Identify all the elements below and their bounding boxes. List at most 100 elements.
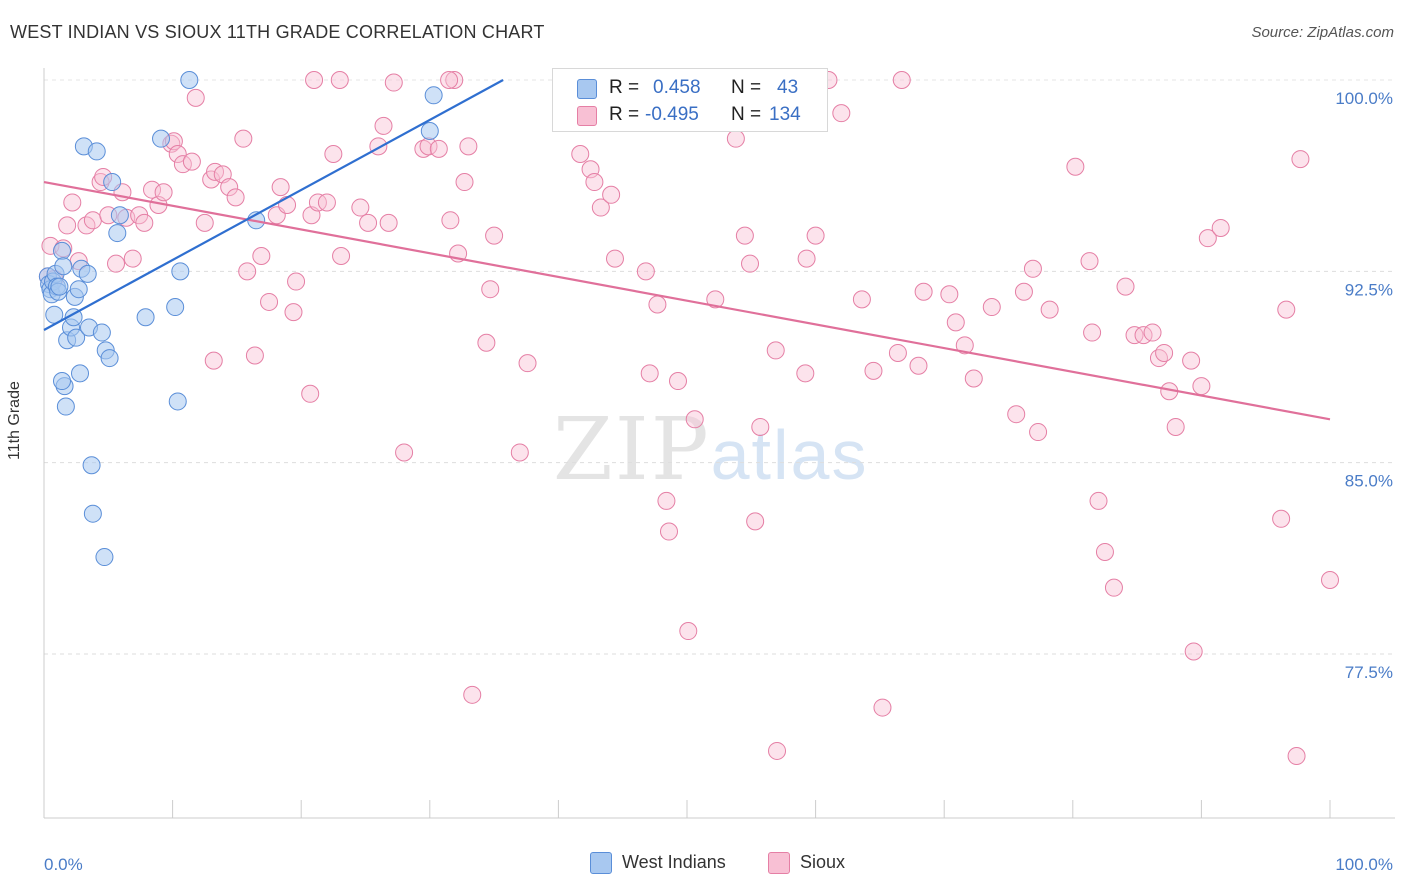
sioux-point bbox=[1104, 578, 1123, 597]
west-indian-point bbox=[100, 349, 119, 368]
sioux-point bbox=[143, 180, 162, 199]
west-indian-point bbox=[166, 298, 185, 317]
west-indian-point bbox=[180, 71, 199, 89]
sioux-point bbox=[332, 247, 351, 266]
y-tick-label: 92.5% bbox=[1345, 280, 1393, 299]
sioux-point bbox=[1149, 349, 1168, 368]
legend-n-label: N = bbox=[731, 104, 762, 125]
sioux-point bbox=[63, 193, 82, 212]
sioux-point bbox=[317, 193, 336, 212]
sioux-point bbox=[186, 88, 205, 107]
sioux-point bbox=[234, 129, 253, 148]
sioux-point bbox=[204, 351, 223, 370]
sioux-points bbox=[38, 71, 1339, 766]
legend-n-value: 43 bbox=[777, 77, 799, 98]
west-indian-point bbox=[54, 257, 73, 276]
sioux-point bbox=[330, 71, 349, 89]
sioux-point bbox=[441, 211, 460, 230]
sioux-point bbox=[359, 213, 378, 232]
west-indian-point bbox=[69, 280, 88, 299]
sioux-point bbox=[58, 216, 77, 235]
sioux-point bbox=[768, 741, 787, 760]
sioux-point bbox=[445, 71, 464, 89]
sioux-point bbox=[1184, 642, 1203, 661]
tick-labels: 77.5% 85.0% 92.5% 100.0% 0.0% 100.0% bbox=[44, 89, 1393, 874]
sioux-point bbox=[648, 295, 667, 314]
west-indian-trend-line bbox=[43, 79, 504, 331]
sioux-point bbox=[384, 73, 403, 92]
sioux-point bbox=[1007, 405, 1026, 424]
y-tick-label: 85.0% bbox=[1345, 472, 1393, 491]
sioux-point bbox=[657, 491, 676, 510]
sioux-point bbox=[964, 369, 983, 388]
sioux-point bbox=[195, 213, 214, 232]
west-indian-point bbox=[87, 142, 106, 161]
source-label: Source: ZipAtlas.com bbox=[1251, 24, 1394, 41]
west-indian-point bbox=[95, 548, 114, 567]
legend-r-value: 0.458 bbox=[653, 77, 701, 98]
sioux-point bbox=[518, 354, 537, 373]
sioux-point bbox=[429, 139, 448, 158]
sioux-point bbox=[374, 116, 393, 135]
sioux-point bbox=[135, 213, 154, 232]
legend-row-sioux: R = -0.495 N = 134 bbox=[553, 102, 827, 130]
west-indian-point bbox=[136, 308, 155, 327]
legend-r-label: R = bbox=[609, 104, 640, 125]
sioux-point bbox=[1287, 747, 1306, 766]
legend-swatch-west-indians bbox=[590, 852, 612, 874]
sioux-point bbox=[308, 193, 327, 212]
sioux-trend-line bbox=[43, 180, 1331, 421]
sioux-point bbox=[940, 285, 959, 304]
y-tick-label: 77.5% bbox=[1345, 663, 1393, 682]
west-indian-point bbox=[53, 372, 72, 391]
sioux-point bbox=[238, 262, 257, 281]
west-indian-point bbox=[420, 122, 439, 141]
sioux-point bbox=[1155, 343, 1174, 362]
west-indian-point bbox=[78, 264, 97, 283]
x-tick-label: 0.0% bbox=[44, 855, 83, 874]
sioux-point bbox=[1125, 326, 1144, 345]
legend-n-label: N = bbox=[731, 77, 762, 98]
west-indian-point bbox=[92, 323, 111, 342]
sioux-point bbox=[1089, 491, 1108, 510]
sioux-point bbox=[832, 104, 851, 123]
sioux-point bbox=[1143, 323, 1162, 342]
sioux-point bbox=[1080, 252, 1099, 271]
sioux-point bbox=[379, 213, 398, 232]
sioux-point bbox=[395, 443, 414, 462]
axes bbox=[43, 68, 1395, 819]
sioux-point bbox=[735, 226, 754, 245]
west-indian-point bbox=[53, 241, 72, 260]
sioux-point bbox=[914, 282, 933, 301]
west-indian-point bbox=[171, 262, 190, 281]
sioux-point bbox=[571, 144, 590, 163]
sioux-point bbox=[1095, 542, 1114, 561]
sioux-point bbox=[1166, 417, 1185, 436]
sioux-point bbox=[287, 272, 306, 291]
sioux-point bbox=[278, 196, 297, 215]
sioux-point bbox=[301, 384, 320, 403]
west-indian-point bbox=[152, 129, 171, 148]
sioux-point bbox=[271, 178, 290, 197]
legend-swatch-west-indians bbox=[577, 79, 597, 99]
sioux-point bbox=[1083, 323, 1102, 342]
sioux-point bbox=[485, 226, 504, 245]
sioux-point bbox=[1198, 229, 1217, 248]
legend-n-value: 134 bbox=[769, 104, 801, 125]
sioux-point bbox=[220, 178, 239, 197]
legend-label-sioux: Sioux bbox=[800, 852, 846, 872]
sioux-point bbox=[455, 173, 474, 192]
sioux-point bbox=[685, 410, 704, 429]
west-indian-point bbox=[110, 206, 129, 225]
sioux-point bbox=[982, 298, 1001, 317]
sioux-point bbox=[873, 698, 892, 717]
sioux-point bbox=[83, 211, 102, 230]
sioux-point bbox=[636, 262, 655, 281]
west-indian-points bbox=[38, 71, 443, 567]
sioux-point bbox=[123, 249, 142, 268]
west-indian-point bbox=[103, 173, 122, 192]
sioux-point bbox=[1192, 377, 1211, 396]
sioux-point bbox=[888, 343, 907, 362]
sioux-point bbox=[659, 522, 678, 541]
